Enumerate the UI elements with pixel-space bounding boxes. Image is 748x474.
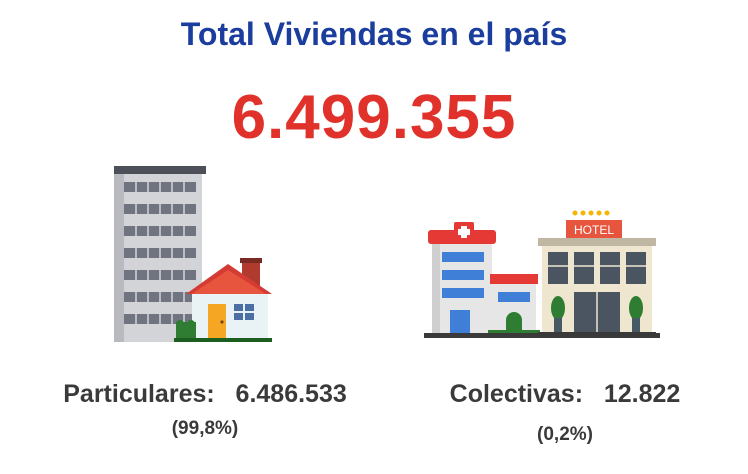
colectivas-illustration: HOTEL	[424, 210, 660, 338]
particulares-label: Particulares: 6.486.533	[30, 380, 380, 409]
colectivas-percent: (0,2%)	[537, 424, 593, 445]
particulares-illustration	[114, 166, 272, 342]
colectivas-label: Colectivas: 12.822	[400, 380, 730, 409]
colectivas-title: Colectivas:	[449, 380, 584, 408]
page-title: Total Viviendas en el país	[180, 16, 568, 52]
hospital-icon	[428, 222, 540, 335]
particulares-percent: (99,8%)	[171, 418, 239, 439]
house-icon	[174, 258, 272, 342]
hotel-icon: HOTEL	[538, 210, 656, 336]
particulares-value: 6.486.533	[235, 380, 347, 408]
particulares-title: Particulares:	[63, 380, 215, 408]
colectivas-value: 12.822	[603, 380, 681, 408]
hotel-sign-text: HOTEL	[574, 223, 614, 237]
apartment-building-icon	[114, 166, 206, 342]
total-count: 6.499.355	[231, 83, 517, 152]
